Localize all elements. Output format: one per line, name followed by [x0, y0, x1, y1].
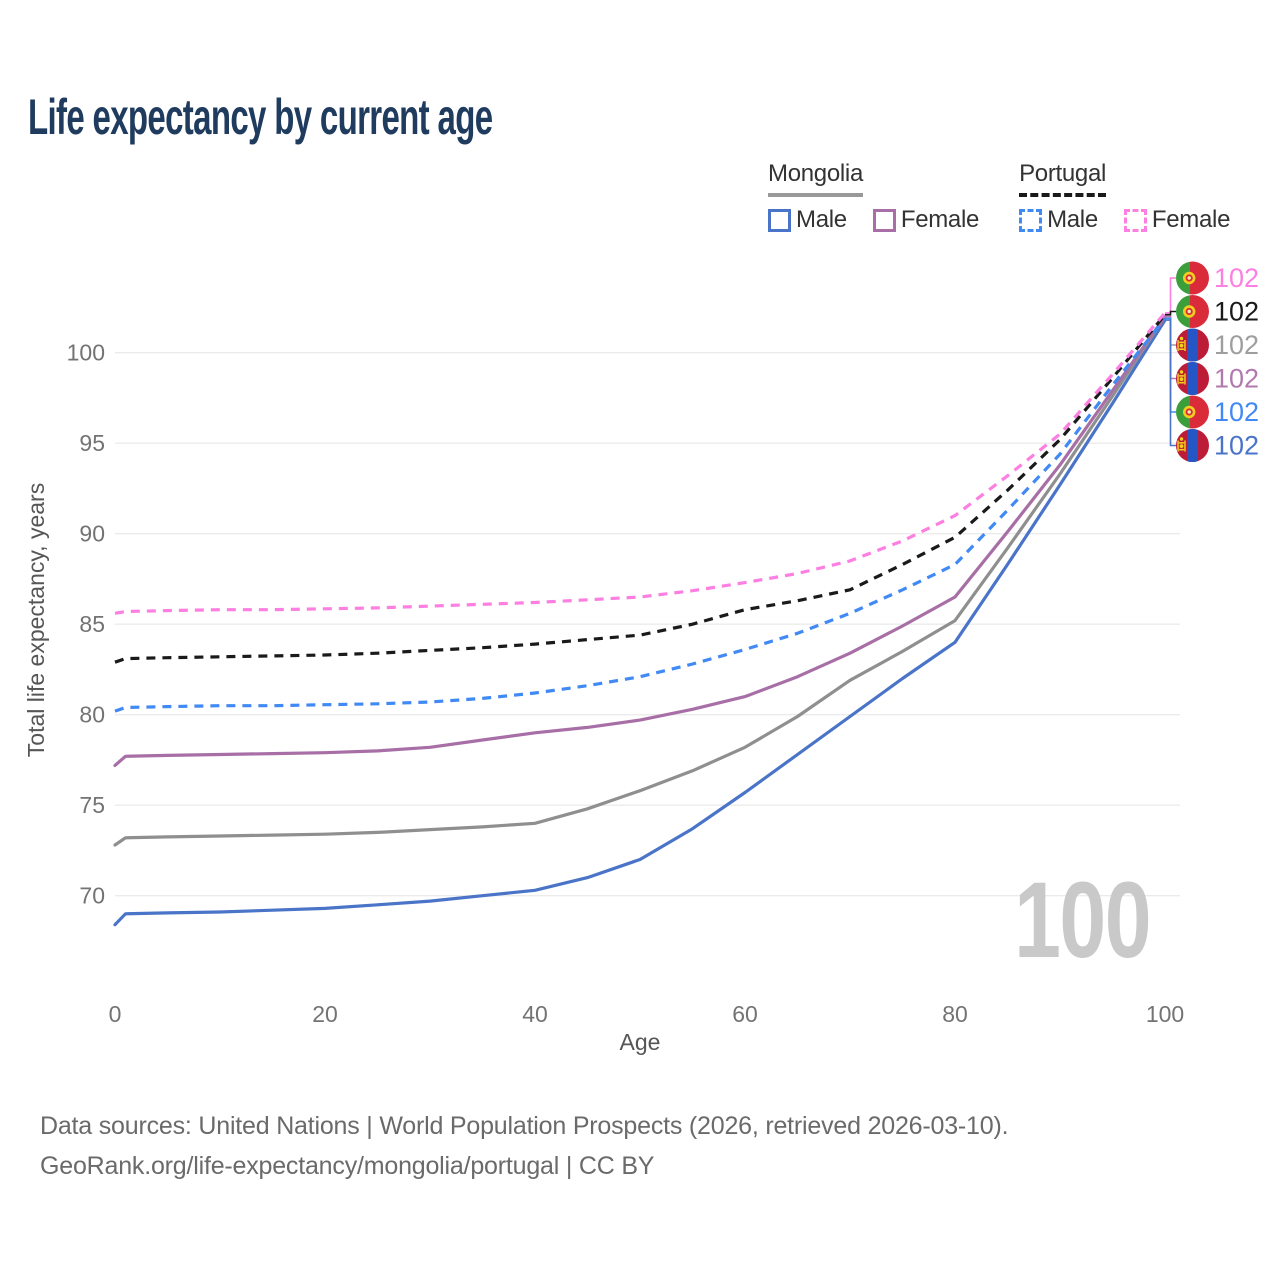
page-title: Life expectancy by current age	[28, 89, 493, 145]
flag-red-band	[1189, 395, 1209, 429]
y-tick-label: 75	[79, 792, 105, 818]
x-tick-label: 60	[732, 1001, 758, 1027]
flag-soyombo	[1179, 343, 1184, 348]
age-watermark: 100	[1014, 859, 1151, 980]
flag-soyombo	[1179, 442, 1184, 444]
end-value-label-portugal-female: 102	[1214, 263, 1259, 293]
legend-item-label: Female	[900, 206, 980, 233]
x-tick-label: 40	[522, 1001, 548, 1027]
leader-line	[1165, 277, 1176, 314]
flag-soyombo	[1179, 448, 1184, 451]
series-line-mongolia	[113, 314, 1167, 847]
flag-soyombo	[1179, 336, 1184, 341]
flag-soyombo	[1179, 381, 1184, 384]
legend-swatch-icon	[1019, 208, 1043, 232]
flag-soyombo	[1179, 370, 1184, 374]
flag-green-band	[1176, 295, 1190, 328]
flag-emblem	[1187, 309, 1191, 314]
legend-item-portugal-female: Female	[1123, 206, 1231, 234]
legend-item-label: Male	[1047, 206, 1098, 233]
y-tick-label: 80	[79, 702, 105, 728]
y-axis-title: Total life expectancy, years	[23, 483, 49, 757]
series-line-portugal-female	[114, 311, 1167, 615]
flag-blue-band	[1187, 328, 1198, 362]
flag-blue-band	[1187, 362, 1198, 395]
y-tick-label: 100	[67, 340, 105, 366]
footer: Data sources: United Nations | World Pop…	[40, 1106, 1009, 1186]
legend-swatch-icon	[768, 208, 791, 232]
flag-soyombo	[1179, 341, 1184, 344]
flag-icon-portugal	[1176, 395, 1209, 429]
flag-soyombo	[1177, 440, 1179, 452]
flag-blue-band	[1187, 429, 1198, 462]
flag-soyombo	[1184, 340, 1186, 351]
flag-icon-mongolia	[1176, 362, 1209, 395]
leader-line	[1165, 319, 1176, 447]
legend-item-label: Male	[796, 206, 847, 233]
end-value-label-mongolia-male: 102	[1214, 431, 1259, 461]
flag-soyombo	[1177, 373, 1179, 385]
legend-item-mongolia-female: Female	[872, 206, 980, 234]
flag-soyombo	[1179, 375, 1184, 377]
flag-green-band	[1176, 395, 1190, 429]
flag-icon-mongolia	[1176, 328, 1209, 362]
flag-red-band	[1189, 261, 1209, 295]
end-value-label-portugal-male: 102	[1214, 397, 1259, 427]
flag-soyombo	[1179, 444, 1184, 448]
series-lines	[113, 311, 1167, 927]
flag-soyombo	[1179, 377, 1184, 381]
leader-line	[1165, 310, 1176, 316]
x-tick-label: 100	[1146, 1001, 1184, 1027]
flag-soyombo	[1184, 440, 1186, 452]
end-value-label-mongolia-female: 102	[1214, 364, 1259, 394]
flag-red-band	[1189, 295, 1209, 328]
series-line-portugal	[114, 313, 1167, 664]
y-tick-label: 70	[79, 883, 105, 909]
legend-swatch-icon	[1123, 208, 1147, 232]
end-value-label-portugal: 102	[1214, 297, 1259, 327]
axis-ticks: 70 75 80 85 90 95 100 0 20 40 60 80 100 Age Total life…	[23, 340, 1184, 1055]
flag-emblem	[1187, 276, 1191, 280]
x-tick-label: 80	[942, 1001, 968, 1027]
legend-group-portugal: Portugal Male Female	[1019, 160, 1230, 234]
series-line-mongolia-male	[113, 318, 1167, 927]
legend-item-mongolia-male: Male	[768, 206, 847, 234]
flag-soyombo	[1177, 340, 1179, 351]
y-tick-label: 95	[79, 430, 105, 456]
flag-icon-portugal	[1176, 295, 1209, 328]
series-line-mongolia-female	[113, 314, 1167, 767]
flag-emblem	[1187, 410, 1191, 414]
attribution-link-line[interactable]: GeoRank.org/life-expectancy/mongolia/por…	[40, 1152, 655, 1180]
legend-group-title: Mongolia	[768, 160, 863, 197]
x-tick-label: 0	[109, 1001, 122, 1027]
legend: Mongolia Male Female Portugal Male Female	[768, 160, 1230, 234]
y-tick-label: 85	[79, 611, 105, 637]
flag-icon-mongolia	[1176, 429, 1209, 462]
gridlines	[115, 352, 1180, 897]
x-axis-title: Age	[620, 1029, 661, 1055]
legend-item-portugal-male: Male	[1019, 206, 1098, 234]
flag-soyombo	[1184, 373, 1186, 385]
legend-item-label: Female	[1151, 206, 1231, 233]
end-value-label-mongolia: 102	[1214, 330, 1259, 360]
x-tick-label: 20	[312, 1001, 338, 1027]
data-sources-line: Data sources: United Nations | World Pop…	[40, 1112, 1009, 1140]
y-tick-label: 90	[79, 521, 105, 547]
flag-green-band	[1176, 261, 1190, 295]
legend-group-mongolia: Mongolia Male Female	[768, 160, 979, 234]
legend-swatch-icon	[872, 208, 896, 232]
flag-icon-portugal	[1176, 261, 1209, 295]
legend-group-title: Portugal	[1019, 160, 1106, 197]
flag-soyombo	[1179, 348, 1184, 350]
series-line-portugal-male	[114, 317, 1167, 713]
flag-soyombo	[1179, 437, 1184, 441]
